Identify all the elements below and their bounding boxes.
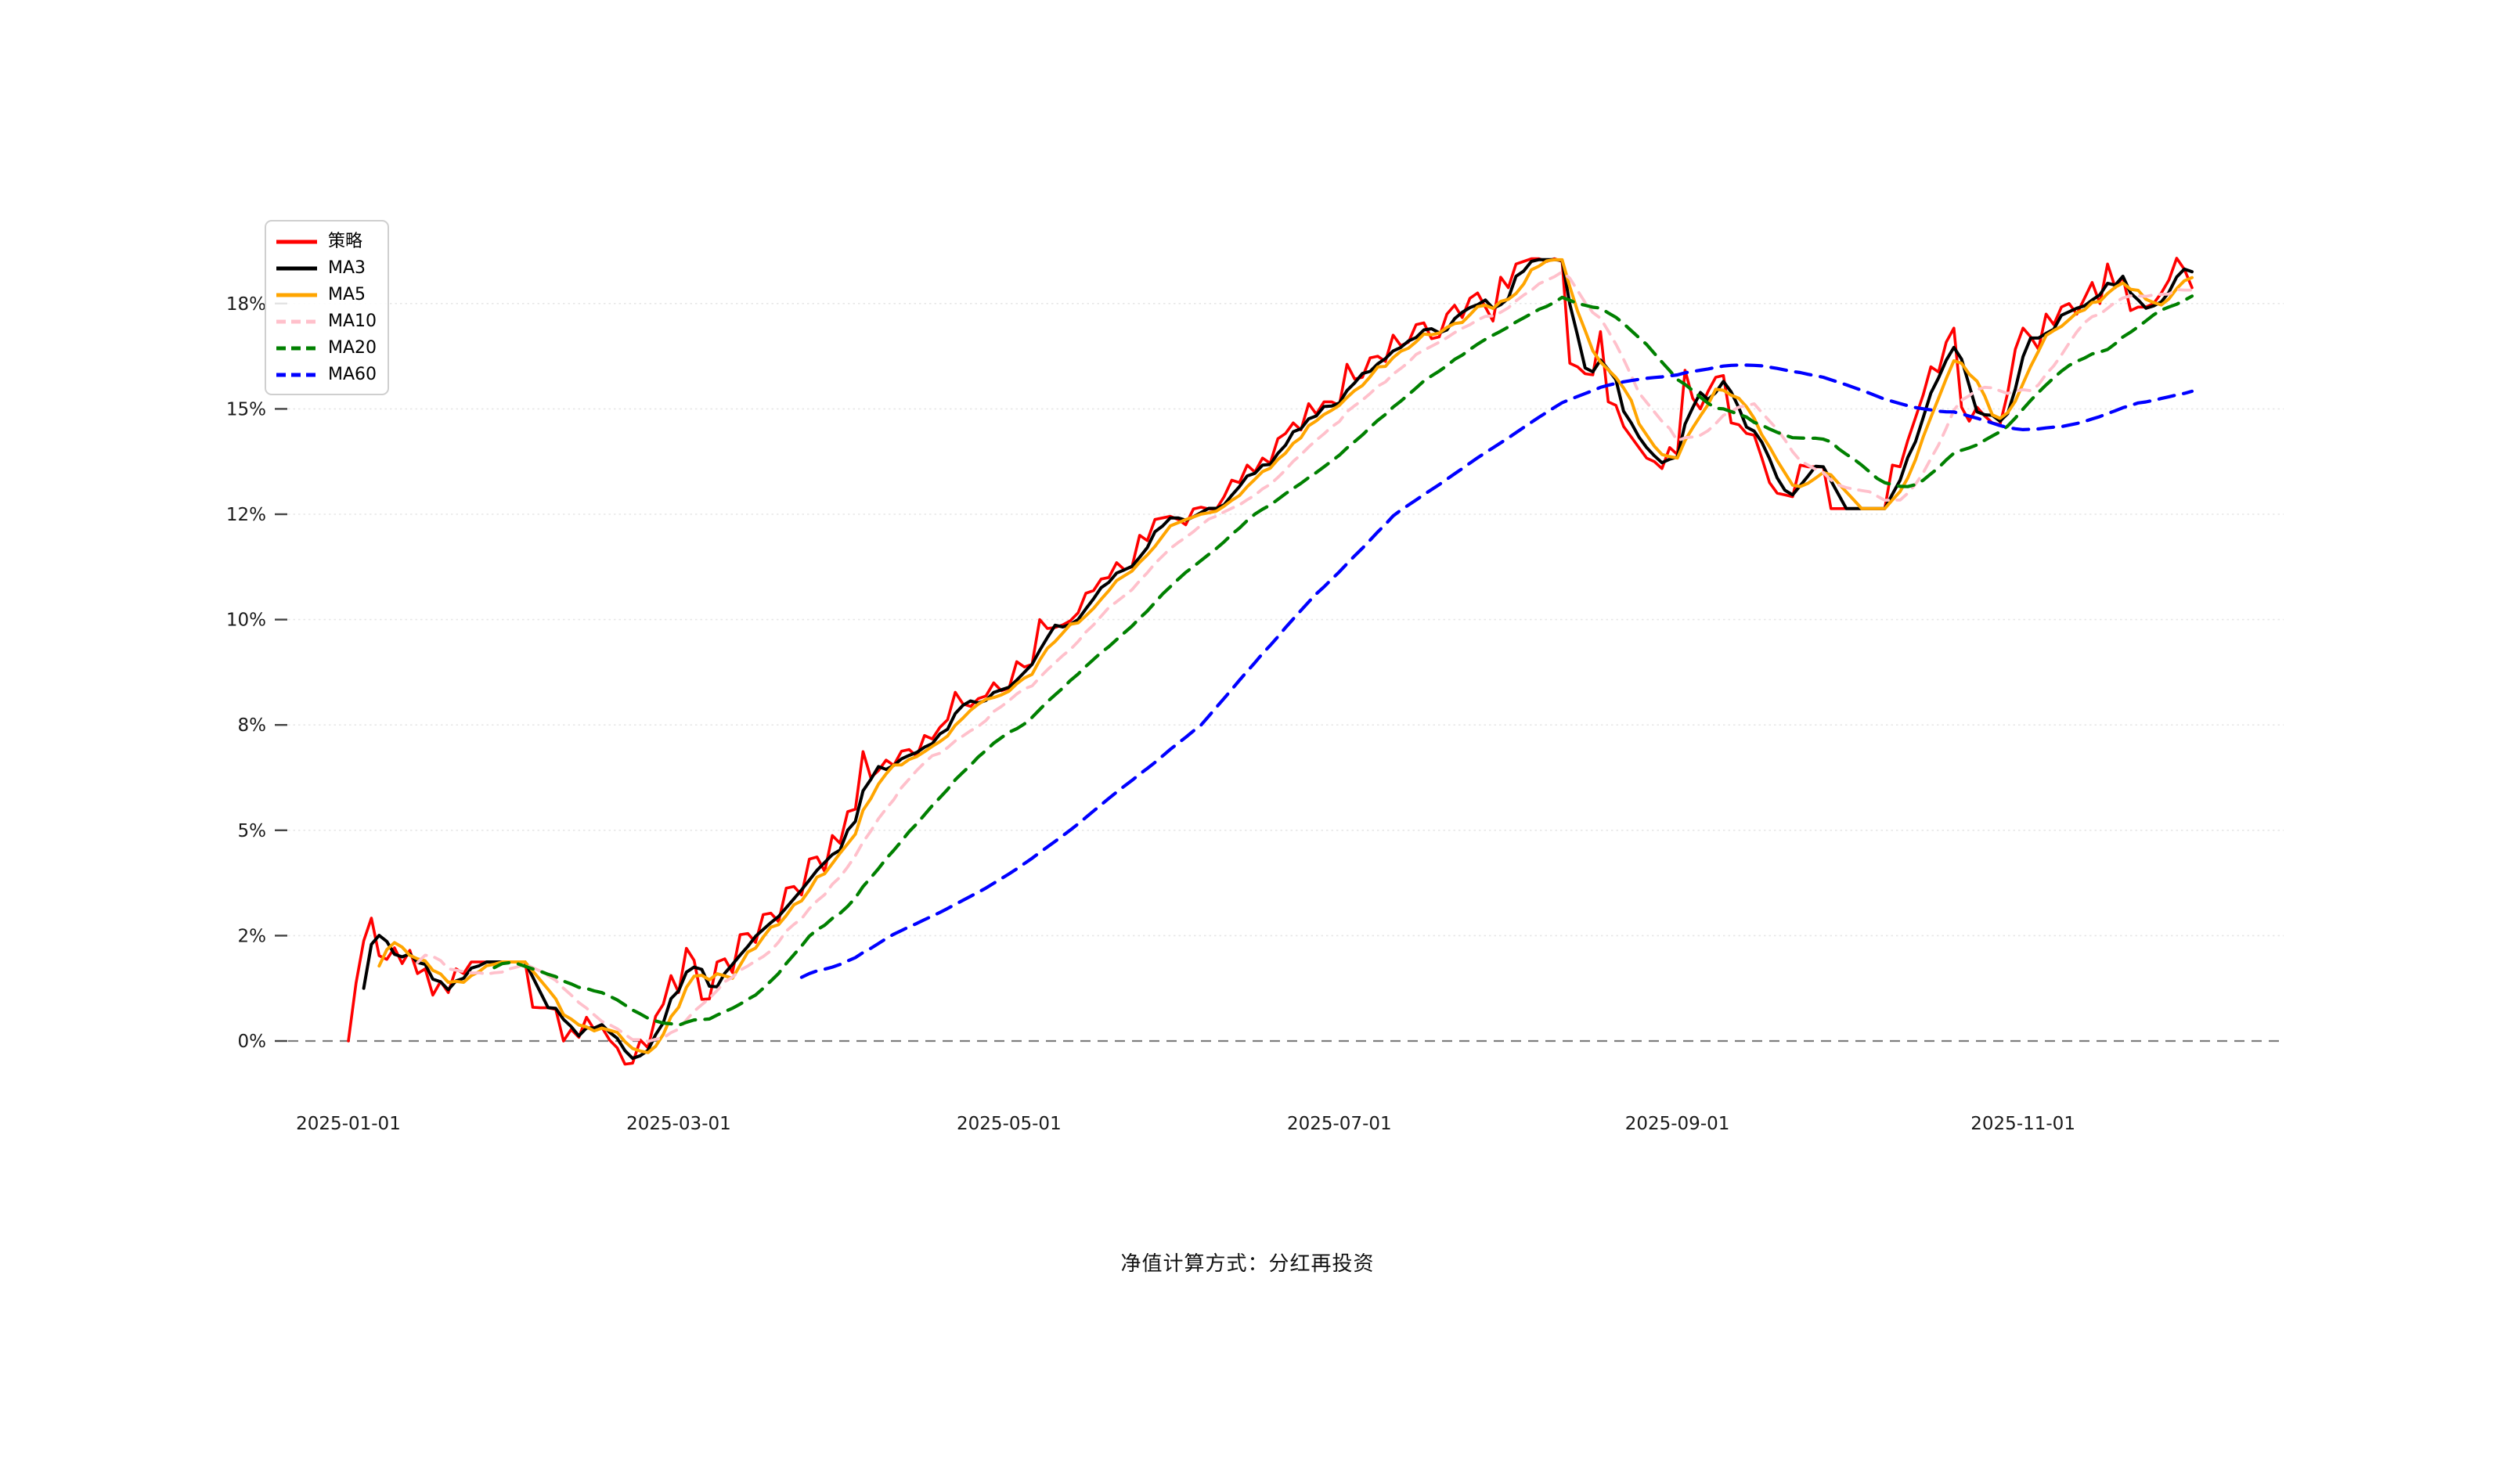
legend-label: MA5 xyxy=(328,285,366,304)
x-axis-tick-label: 2025-03-01 xyxy=(626,1114,731,1134)
series-line-ma60 xyxy=(799,363,2194,979)
y-axis-tick-label: 12% xyxy=(226,505,266,525)
legend-item-ma60: MA60 xyxy=(276,362,377,388)
legend-label: MA20 xyxy=(328,338,377,358)
legend-line-sample-ma20 xyxy=(276,346,317,351)
series-line-ma5 xyxy=(377,258,2194,1054)
series-line-ma20 xyxy=(492,294,2194,1027)
legend-label: MA3 xyxy=(328,258,366,278)
legend-item-ma10: MA10 xyxy=(276,308,377,335)
legend-line-sample-strategy xyxy=(276,240,317,244)
x-axis-tick-label: 2025-07-01 xyxy=(1287,1114,1392,1134)
legend: 策略 MA3 MA5 MA10 MA20 MA60 xyxy=(265,220,390,395)
legend-line-sample-ma10 xyxy=(276,319,317,324)
y-axis-tick-label: 18% xyxy=(226,294,266,315)
y-axis-tick-label: 8% xyxy=(238,715,267,736)
legend-item-strategy: 策略 xyxy=(276,229,377,255)
x-axis-tick-label: 2025-09-01 xyxy=(1625,1114,1730,1134)
legend-item-ma5: MA5 xyxy=(276,282,377,308)
y-axis-tick-label: 10% xyxy=(226,611,266,631)
y-axis-tick-label: 0% xyxy=(238,1032,267,1052)
legend-line-sample-ma3 xyxy=(276,266,317,271)
legend-label: MA60 xyxy=(328,365,377,384)
series-line-ma10 xyxy=(416,270,2194,1043)
legend-line-sample-ma5 xyxy=(276,293,317,297)
legend-label: MA10 xyxy=(328,312,377,331)
legend-label: 策略 xyxy=(328,232,363,251)
legend-line-sample-ma60 xyxy=(276,373,317,377)
x-axis-tick-label: 2025-01-01 xyxy=(296,1114,401,1134)
x-axis-tick-label: 2025-11-01 xyxy=(1970,1114,2075,1134)
legend-item-ma3: MA3 xyxy=(276,255,377,282)
chart-caption: 净值计算方式：分红再投资 xyxy=(1120,1252,1375,1276)
y-axis-tick-label: 15% xyxy=(226,399,266,420)
y-axis-tick-label: 2% xyxy=(238,926,267,946)
x-axis-tick-label: 2025-05-01 xyxy=(957,1114,1062,1134)
legend-item-ma20: MA20 xyxy=(276,335,377,362)
y-axis-tick-label: 5% xyxy=(238,821,267,841)
